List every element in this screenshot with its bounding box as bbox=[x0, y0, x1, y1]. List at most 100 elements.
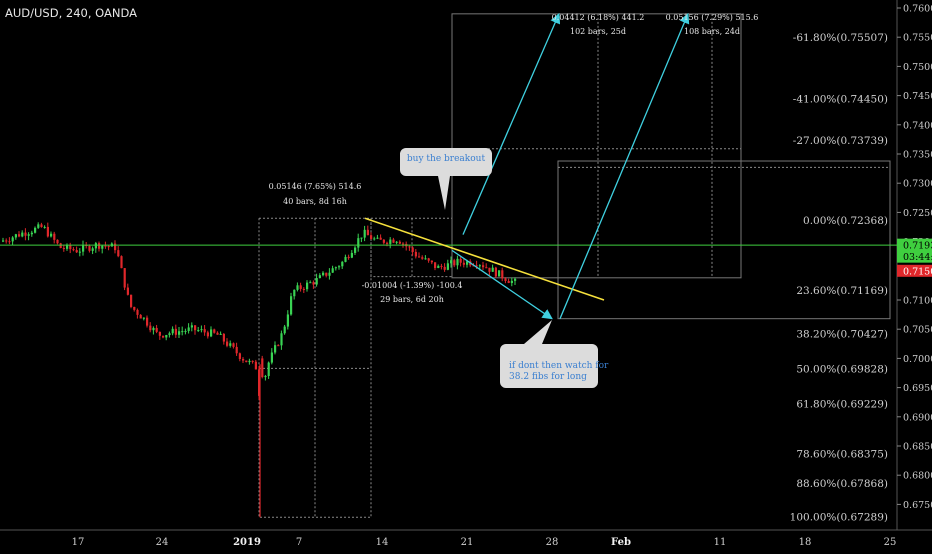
bear-candle bbox=[104, 245, 107, 247]
trendline[interactable] bbox=[364, 217, 605, 301]
bear-candle bbox=[158, 331, 161, 336]
bear-candle bbox=[347, 256, 350, 258]
price-tick-label: 0.72500 bbox=[903, 208, 932, 219]
bull-candle bbox=[437, 265, 440, 269]
price-badge bbox=[897, 238, 932, 263]
fib-labels: -61.80%(0.75507) -41.00%(0.74450) -27.00%(… bbox=[790, 32, 888, 524]
bull-candle bbox=[264, 376, 267, 378]
bull-candle bbox=[37, 224, 40, 228]
price-tick-label: 0.75000 bbox=[903, 62, 932, 73]
bear-candle bbox=[392, 239, 395, 243]
bull-candle bbox=[91, 248, 94, 251]
time-tick-label: 7 bbox=[296, 537, 302, 548]
bull-candle bbox=[338, 266, 341, 268]
bull-candle bbox=[309, 282, 312, 284]
bull-candle bbox=[178, 331, 181, 335]
fib-level-label: 50.00%(0.69828) bbox=[796, 363, 888, 375]
callout-buy-breakout[interactable] bbox=[400, 148, 492, 210]
bear-candle bbox=[434, 262, 437, 269]
drawing-boxes bbox=[258, 13, 891, 518]
measurement-bars: 29 bars, 6d 20h bbox=[380, 295, 444, 304]
bear-candle bbox=[75, 250, 78, 253]
bear-candle bbox=[238, 353, 241, 359]
bull-candle bbox=[424, 258, 427, 260]
bear-candle bbox=[325, 272, 328, 276]
bull-candle bbox=[450, 260, 453, 264]
projection-arrow[interactable] bbox=[462, 12, 561, 235]
bear-candle bbox=[174, 328, 177, 335]
bear-candle bbox=[299, 285, 302, 289]
bear-candle bbox=[40, 224, 43, 228]
bull-candle bbox=[11, 237, 14, 242]
bull-candle bbox=[187, 327, 190, 331]
bull-candle bbox=[389, 239, 392, 244]
bear-candle bbox=[72, 249, 75, 251]
time-tick-label: Feb bbox=[611, 537, 631, 548]
bear-candle bbox=[146, 317, 149, 326]
price-tick-label: 0.70000 bbox=[903, 354, 932, 365]
bear-candle bbox=[162, 335, 165, 338]
bull-candle bbox=[248, 360, 251, 363]
price-tick-label: 0.75500 bbox=[903, 33, 932, 44]
bull-candle bbox=[94, 243, 97, 249]
bull-candle bbox=[197, 330, 200, 332]
bear-candle bbox=[120, 256, 123, 269]
price-tick-label: 0.73500 bbox=[903, 150, 932, 161]
bull-candle bbox=[354, 247, 357, 253]
drawing-lines[interactable] bbox=[0, 12, 897, 320]
time-tick-label: 25 bbox=[884, 537, 897, 548]
bar-price-badge bbox=[897, 264, 932, 277]
bar-price-value: 0.71500 bbox=[903, 266, 932, 277]
callout-watch-fibs[interactable] bbox=[500, 320, 598, 388]
time-tick-label: 18 bbox=[799, 537, 812, 548]
price-tick-label: 0.67500 bbox=[903, 500, 932, 511]
price-tick-label: 0.70500 bbox=[903, 325, 932, 336]
bear-candle bbox=[485, 267, 488, 269]
bear-candle bbox=[494, 267, 497, 277]
callouts[interactable]: buy the breakout if dont then watch for38… bbox=[400, 148, 609, 388]
price-tick-label: 0.69000 bbox=[903, 412, 932, 423]
bear-candle bbox=[402, 243, 405, 245]
price-tick-label: 0.74000 bbox=[903, 120, 932, 131]
bear-candle bbox=[98, 243, 101, 249]
bear-candle bbox=[18, 234, 21, 237]
time-tick-label: 14 bbox=[376, 537, 389, 548]
bull-candle bbox=[50, 233, 53, 237]
projection-arrow[interactable] bbox=[559, 12, 690, 319]
bull-candle bbox=[66, 244, 69, 249]
bear-candle bbox=[117, 250, 120, 257]
bear-candle bbox=[53, 233, 56, 240]
bear-candle bbox=[488, 267, 491, 272]
bear-candle bbox=[414, 251, 417, 257]
bear-candle bbox=[5, 240, 8, 242]
fib-level-label: 78.60%(0.68375) bbox=[796, 448, 888, 460]
time-tick-label: 24 bbox=[156, 537, 169, 548]
bull-candle bbox=[21, 232, 24, 237]
fib-level-label: -61.80%(0.75507) bbox=[793, 32, 888, 44]
symbol-title: AUD/USD, 240, OANDA bbox=[5, 6, 137, 20]
bull-candle bbox=[328, 272, 331, 276]
bear-candle bbox=[136, 309, 139, 315]
bull-candle bbox=[78, 251, 81, 253]
measurement-value: 0.05146 (7.65%) 514.6 bbox=[269, 182, 362, 191]
bull-candle bbox=[357, 238, 360, 248]
bear-candle bbox=[418, 256, 421, 258]
bull-candle bbox=[334, 267, 337, 269]
bear-candle bbox=[430, 260, 433, 263]
bull-candle bbox=[510, 280, 513, 283]
bear-candle bbox=[24, 232, 27, 236]
bull-candle bbox=[360, 237, 363, 239]
bear-candle bbox=[123, 268, 126, 288]
projection-arrow[interactable] bbox=[451, 249, 553, 320]
bear-candle bbox=[149, 325, 152, 331]
time-tick-label: 17 bbox=[72, 537, 85, 548]
bull-candle bbox=[200, 329, 203, 331]
time-axis[interactable]: 17 24 2019 7 14 21 28 Feb 11 18 25 bbox=[72, 537, 897, 548]
price-tick-label: 0.73000 bbox=[903, 179, 932, 190]
price-badge-value: 0.71939 bbox=[903, 241, 932, 252]
bull-candle bbox=[296, 285, 299, 290]
bull-candle bbox=[280, 333, 283, 346]
